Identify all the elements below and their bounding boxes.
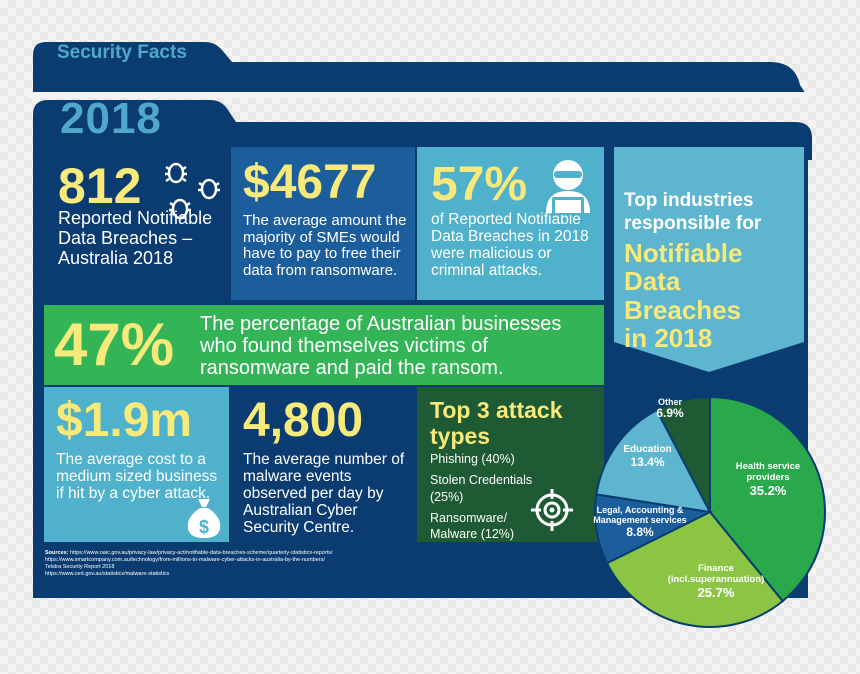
pie-label-legal: Legal, Accounting & Management services … (590, 505, 690, 539)
stat-tile-breaches: 812 Reported Notifiable Data Breaches – … (44, 147, 229, 300)
stat-description: The average amount the majority of SMEs … (243, 212, 407, 279)
pie-label-value: 25.7% (697, 584, 735, 600)
year-heading: 2018 (60, 94, 162, 143)
attack-types-tile: Top 3 attack types Phishing (40%) Stolen… (417, 387, 604, 542)
industries-pie-chart (594, 395, 826, 628)
attack-type-item: Ransomware/ Malware (12%) (430, 510, 515, 541)
pie-slice-other (655, 395, 711, 513)
stat-value: $4677 (243, 156, 377, 209)
folder-tab-title: Security Facts (57, 42, 187, 63)
attack-type-item: Phishing (40%) (430, 452, 515, 466)
pie-label-name: Legal, Accounting & Management services (593, 505, 687, 526)
pie-label-other: Other 6.9% (625, 397, 715, 421)
pie-label-education: Education 13.4% (600, 444, 695, 469)
stat-tile-malicious: 57% of Reported Notifiable Data Breaches… (417, 147, 604, 300)
stat-tile-cost: $1.9m The average cost to a medium sized… (44, 387, 229, 542)
industries-banner-text: Top industries responsible for Notifiabl… (624, 190, 804, 353)
source-line: Telstra Security Report 2018 (45, 563, 115, 570)
banner-line-3: in 2018 (624, 323, 713, 354)
stat-value: $1.9m (56, 394, 193, 447)
pie-label-name: Health service providers (735, 461, 801, 483)
stat-description: of Reported Notifiable Data Breaches in … (431, 211, 589, 280)
source-line: https://www.cert.gov.au/statistics/malwa… (45, 570, 170, 577)
pie-label-name: Finance (incl.superannuation) (667, 563, 765, 585)
attack-type-item: Stolen Credentials (25%) (430, 473, 533, 504)
industries-banner (614, 147, 804, 372)
source-line: https://www.smartcompany.com.au/technolo… (45, 556, 325, 563)
pie-slice-education (595, 408, 712, 514)
pie-label-name: Other (657, 397, 682, 407)
banner-line-2: Notifiable Data Breaches (624, 237, 743, 325)
stat-value: 47% (54, 311, 175, 378)
pie-label-value: 6.9% (656, 406, 684, 421)
stat-description: The average cost to a medium sized busin… (56, 451, 218, 503)
stat-tile-paid-ransom: 47% The percentage of Australian busines… (44, 305, 604, 385)
pie-slice-finance-incl-superannuation (605, 510, 785, 628)
sources-note: Sources: https://www.oaic.gov.au/privacy… (45, 550, 565, 578)
attack-types-title: Top 3 attack types (430, 397, 563, 450)
svg-text:$: $ (199, 517, 209, 537)
stat-description: The average number of malware events obs… (243, 451, 405, 537)
pie-label-finance: Finance (incl.superannuation) 25.7% (660, 563, 772, 601)
stat-tile-malware-events: 4,800 The average number of malware even… (231, 387, 415, 542)
stat-value: 4,800 (243, 394, 364, 447)
stat-tile-ransom-average: $4677 The average amount the majority of… (231, 147, 415, 300)
pie-slice-health-service-providers (709, 395, 826, 603)
money-bag-icon: $ (187, 499, 221, 538)
target-icon (531, 489, 573, 531)
sources-label: Sources: (45, 550, 69, 556)
attack-types-list: Phishing (40%) Stolen Credentials (25%) … (430, 451, 555, 542)
stat-value: 812 (58, 158, 142, 214)
source-line: https://www.oaic.gov.au/privacy-law/priv… (70, 550, 333, 556)
stat-value: 57% (431, 158, 528, 211)
pie-label-value: 13.4% (630, 454, 665, 469)
banner-line-1: Top industries responsible for (624, 190, 762, 234)
hacker-laptop-icon (546, 160, 590, 215)
stat-description: The percentage of Australian businesses … (200, 313, 562, 379)
pie-label-value: 8.8% (626, 524, 654, 539)
bug-icon (165, 162, 220, 220)
pie-label-health: Health service providers 35.2% (724, 461, 812, 499)
pie-label-name: Education (623, 444, 672, 455)
pie-label-value: 35.2% (749, 482, 787, 498)
